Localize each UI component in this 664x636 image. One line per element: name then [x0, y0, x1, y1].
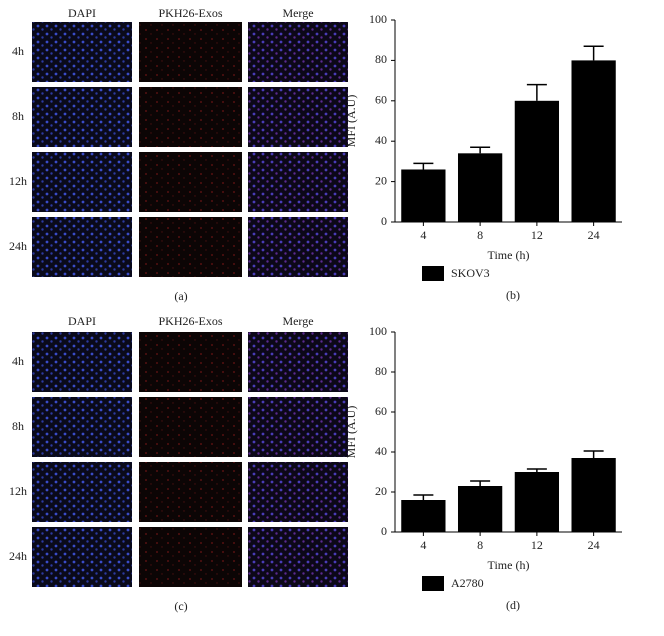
y-axis-label: MFI (A.U)	[344, 95, 358, 148]
y-tick-label: 60	[375, 93, 387, 107]
micrograph	[248, 397, 348, 457]
panel-caption: (d)	[506, 598, 520, 612]
bar	[514, 100, 560, 222]
row-label: 8h	[12, 419, 24, 433]
micrograph	[32, 217, 132, 277]
x-tick-label: 4	[420, 538, 426, 552]
y-tick-label: 20	[375, 484, 387, 498]
x-tick-label: 8	[477, 538, 483, 552]
bar	[571, 60, 616, 223]
row-label: 24h	[9, 239, 27, 253]
x-tick-label: 4	[420, 228, 426, 242]
micrograph	[139, 527, 242, 587]
row-label: 4h	[12, 44, 24, 58]
legend-label: A2780	[451, 576, 484, 590]
x-tick-label: 8	[477, 228, 483, 242]
column-label: DAPI	[68, 314, 96, 328]
micrograph	[139, 332, 242, 392]
column-label: PKH26-Exos	[158, 6, 222, 20]
bar	[514, 472, 560, 532]
bar	[401, 169, 446, 222]
micrograph	[32, 152, 132, 212]
legend-label: SKOV3	[451, 266, 490, 280]
row-label: 12h	[9, 484, 27, 498]
bar	[571, 458, 616, 532]
panel-caption: (a)	[174, 289, 187, 303]
row-label: 12h	[9, 174, 27, 188]
micrograph	[32, 527, 132, 587]
y-tick-label: 40	[375, 133, 387, 147]
column-label: Merge	[282, 314, 313, 328]
micrograph	[32, 332, 132, 392]
row-label: 24h	[9, 549, 27, 563]
y-tick-label: 0	[381, 214, 387, 228]
x-tick-label: 12	[531, 228, 543, 242]
micrograph	[32, 87, 132, 147]
x-tick-label: 12	[531, 538, 543, 552]
micrograph	[32, 397, 132, 457]
row-label: 8h	[12, 109, 24, 123]
x-tick-label: 24	[588, 538, 600, 552]
x-axis-label: Time (h)	[488, 558, 530, 572]
bar	[401, 500, 446, 532]
micrograph	[32, 462, 132, 522]
y-tick-label: 60	[375, 404, 387, 418]
bar	[457, 153, 503, 222]
legend-swatch	[422, 576, 444, 591]
y-axis-label: MFI (A.U)	[344, 406, 358, 459]
y-tick-label: 100	[369, 12, 387, 26]
y-tick-label: 80	[375, 364, 387, 378]
micrograph	[248, 462, 348, 522]
micrograph	[139, 217, 242, 277]
y-tick-label: 40	[375, 444, 387, 458]
legend-swatch	[422, 266, 444, 281]
column-label: Merge	[282, 6, 313, 20]
micrograph	[248, 217, 348, 277]
x-axis-label: Time (h)	[488, 248, 530, 262]
bar	[457, 486, 503, 532]
row-label: 4h	[12, 354, 24, 368]
micrograph	[139, 397, 242, 457]
micrograph	[248, 22, 348, 82]
y-tick-label: 20	[375, 173, 387, 187]
micrograph	[248, 152, 348, 212]
y-tick-label: 0	[381, 524, 387, 538]
y-tick-label: 80	[375, 52, 387, 66]
micrograph	[139, 22, 242, 82]
column-label: DAPI	[68, 6, 96, 20]
y-tick-label: 100	[369, 324, 387, 338]
x-tick-label: 24	[588, 228, 600, 242]
micrograph	[248, 87, 348, 147]
micrograph	[248, 527, 348, 587]
panel-caption: (b)	[506, 288, 520, 302]
micrograph	[32, 22, 132, 82]
micrograph	[139, 152, 242, 212]
panel-caption: (c)	[174, 599, 187, 613]
micrograph	[248, 332, 348, 392]
micrograph	[139, 87, 242, 147]
column-label: PKH26-Exos	[158, 314, 222, 328]
micrograph	[139, 462, 242, 522]
